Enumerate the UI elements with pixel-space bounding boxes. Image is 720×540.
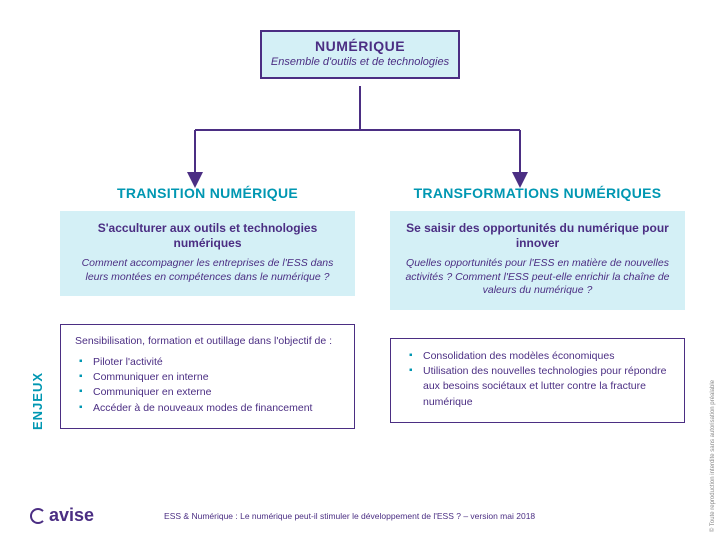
branch-right-whitebox-list: Consolidation des modèles économiquesUti… xyxy=(405,349,672,410)
branch-right-bluebox-sub: Quelles opportunités pour l'ESS en matiè… xyxy=(402,257,673,298)
branch-right-bluebox-title: Se saisir des opportunités du numérique … xyxy=(402,221,673,251)
list-item: Communiquer en externe xyxy=(79,385,342,400)
list-item: Utilisation des nouvelles technologies p… xyxy=(409,364,672,410)
logo-avise: avise xyxy=(30,505,94,526)
branch-right-title: TRANSFORMATIONS NUMÉRIQUES xyxy=(390,185,685,201)
side-label-enjeux: ENJEUX xyxy=(30,372,45,430)
branch-right-bluebox: Se saisir des opportunités du numérique … xyxy=(390,211,685,310)
branch-right: TRANSFORMATIONS NUMÉRIQUES Se saisir des… xyxy=(390,185,685,423)
branch-left-whitebox-lead: Sensibilisation, formation et outillage … xyxy=(75,335,342,349)
root-subtitle: Ensemble d'outils et de technologies xyxy=(270,56,450,69)
branch-left: TRANSITION NUMÉRIQUE S'acculturer aux ou… xyxy=(60,185,355,429)
branch-left-whitebox: Sensibilisation, formation et outillage … xyxy=(60,324,355,429)
footer-caption: ESS & Numérique : Le numérique peut-il s… xyxy=(164,511,535,521)
branch-left-whitebox-list: Piloter l'activitéCommuniquer en interne… xyxy=(75,355,342,416)
branch-right-whitebox: Consolidation des modèles économiquesUti… xyxy=(390,338,685,423)
list-item: Consolidation des modèles économiques xyxy=(409,349,672,364)
branch-left-bluebox-title: S'acculturer aux outils et technologies … xyxy=(72,221,343,251)
logo-text: avise xyxy=(49,505,94,526)
list-item: Accéder à de nouveaux modes de financeme… xyxy=(79,401,342,416)
list-item: Piloter l'activité xyxy=(79,355,342,370)
footer: avise ESS & Numérique : Le numérique peu… xyxy=(0,505,720,526)
logo-ring-icon xyxy=(30,508,46,524)
branch-left-bluebox: S'acculturer aux outils et technologies … xyxy=(60,211,355,296)
list-item: Communiquer en interne xyxy=(79,370,342,385)
branch-left-bluebox-sub: Comment accompagner les entreprises de l… xyxy=(72,257,343,284)
root-node: NUMÉRIQUE Ensemble d'outils et de techno… xyxy=(260,30,460,79)
root-title: NUMÉRIQUE xyxy=(270,38,450,54)
branch-left-title: TRANSITION NUMÉRIQUE xyxy=(60,185,355,201)
